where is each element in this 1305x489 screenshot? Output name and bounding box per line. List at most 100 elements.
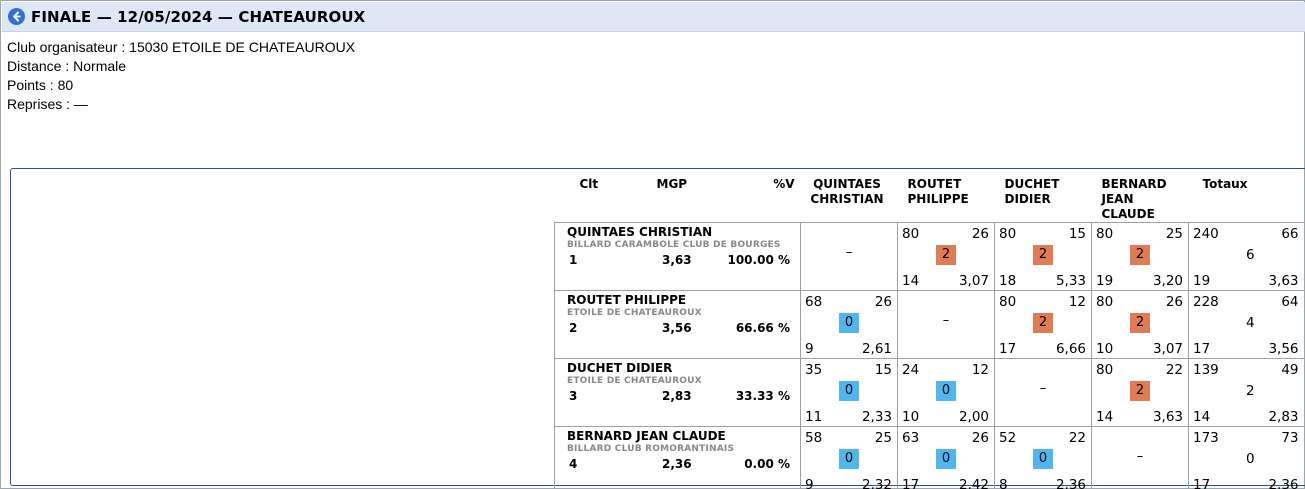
no-match-dash: –: [1039, 381, 1047, 396]
match-points: 24: [902, 362, 920, 378]
match-cell: 80 26 2 10 3,07: [1091, 290, 1189, 359]
player-win-pct: 33.33 %: [735, 389, 790, 403]
match-cell-self: –: [897, 290, 995, 359]
match-cell-self: –: [800, 222, 898, 291]
total-best-series: 64: [1281, 294, 1299, 310]
competition-info: Club organisateur : 15030 ETOILE DE CHAT…: [7, 38, 355, 114]
match-points: 80: [902, 226, 920, 242]
table-row: BERNARD JEAN CLAUDE BILLARD CLUB ROMORANT…: [554, 426, 1304, 489]
player-column-header: Clt MGP %V: [555, 173, 801, 223]
match-best-series: 22: [1068, 430, 1086, 446]
match-cell-self: –: [1091, 426, 1189, 489]
match-best-series: 12: [971, 362, 989, 378]
no-match-dash: –: [1136, 449, 1144, 464]
totals-cell: 228 64 4 17 3,56: [1188, 290, 1304, 359]
player-win-pct: 66.66 %: [735, 321, 790, 335]
player-club: BILLARD CARAMBOLE CLUB DE BOURGES: [567, 240, 781, 250]
header-row: Clt MGP %V QUINTAES CHRISTIAN ROUTET PHILI…: [555, 173, 1304, 223]
total-reprises: 14: [1193, 409, 1211, 425]
match-cell: 80 15 2 18 5,33: [994, 222, 1092, 291]
match-cell: 58 25 0 9 2,32: [800, 426, 898, 489]
match-cell: 24 12 0 10 2,00: [897, 358, 995, 427]
match-cell: 35 15 0 11 2,33: [800, 358, 898, 427]
total-match-points: 2: [1245, 383, 1255, 399]
match-cell-self: –: [994, 358, 1092, 427]
match-average: 2,42: [958, 477, 989, 489]
total-points: 139: [1193, 362, 1219, 378]
match-points: 52: [999, 430, 1017, 446]
table-row: ROUTET PHILIPPE ETOILE DE CHATEAUROUX 2 3,5…: [554, 290, 1304, 359]
match-best-series: 15: [1068, 226, 1086, 242]
match-points-badge: 2: [1033, 245, 1053, 265]
match-reprises: 9: [805, 341, 814, 357]
total-points: 240: [1193, 226, 1219, 242]
player-cell: ROUTET PHILIPPE ETOILE DE CHATEAUROUX 2 3,5…: [554, 290, 801, 359]
player-name: ROUTET PHILIPPE: [567, 293, 687, 307]
match-average: 3,07: [958, 273, 989, 289]
match-best-series: 15: [874, 362, 892, 378]
match-reprises: 8: [999, 477, 1008, 489]
match-average: 2,00: [958, 409, 989, 425]
match-average: 3,07: [1152, 341, 1183, 357]
match-points-badge: 2: [1033, 313, 1053, 333]
total-reprises: 17: [1193, 477, 1211, 489]
total-best-series: 66: [1281, 226, 1299, 242]
match-cell: 80 25 2 19 3,20: [1091, 222, 1189, 291]
match-average: 6,66: [1055, 341, 1086, 357]
player-cell: QUINTAES CHRISTIAN BILLARD CARAMBOLE CLUB…: [554, 222, 801, 291]
total-match-points: 0: [1245, 451, 1255, 467]
results-table: Clt MGP %V QUINTAES CHRISTIAN ROUTET PHILI…: [554, 173, 1304, 489]
totals-cell: 173 73 0 17 2,36: [1188, 426, 1304, 489]
match-points-badge: 2: [1130, 313, 1150, 333]
player-mgp: 3,56: [662, 321, 692, 335]
no-match-dash: –: [942, 313, 950, 328]
total-points: 173: [1193, 430, 1219, 446]
total-best-series: 73: [1281, 430, 1299, 446]
total-best-series: 49: [1281, 362, 1299, 378]
title-bar: FINALE — 12/05/2024 — CHATEAUROUX: [2, 2, 1305, 32]
player-cell: DUCHET DIDIER ETOILE DE CHATEAUROUX 3 2,83 3…: [554, 358, 801, 427]
total-average: 3,56: [1268, 341, 1299, 357]
match-points: 80: [999, 294, 1017, 310]
match-cell: 52 22 0 8 2,36: [994, 426, 1092, 489]
match-reprises: 9: [805, 477, 814, 489]
match-points-badge: 0: [839, 313, 859, 333]
back-arrow-icon[interactable]: [8, 8, 25, 25]
player-mgp: 3,63: [662, 253, 692, 267]
col-opponent-2: ROUTET PHILIPPE: [907, 177, 969, 206]
match-points-badge: 0: [936, 381, 956, 401]
match-reprises: 18: [999, 273, 1017, 289]
match-points: 68: [805, 294, 823, 310]
player-rank: 4: [569, 457, 578, 471]
match-reprises: 10: [1096, 341, 1114, 357]
match-points: 80: [1096, 362, 1114, 378]
player-name: BERNARD JEAN CLAUDE: [567, 429, 726, 443]
match-best-series: 26: [874, 294, 892, 310]
match-reprises: 14: [902, 273, 920, 289]
col-opponent-4: BERNARD JEAN CLAUDE: [1101, 177, 1167, 221]
distance: Distance : Normale: [7, 58, 127, 74]
match-best-series: 22: [1165, 362, 1183, 378]
col-clt: Clt: [579, 177, 599, 191]
player-club: BILLARD CLUB ROMORANTINAIS: [567, 444, 735, 454]
match-cell: 80 22 2 14 3,63: [1091, 358, 1189, 427]
player-win-pct: 100.00 %: [727, 253, 790, 267]
player-cell: BERNARD JEAN CLAUDE BILLARD CLUB ROMORANT…: [554, 426, 801, 489]
player-win-pct: 0.00 %: [744, 457, 790, 471]
total-average: 2,36: [1268, 477, 1299, 489]
total-match-points: 6: [1245, 247, 1255, 263]
col-opponent-1: QUINTAES CHRISTIAN: [810, 177, 884, 206]
total-average: 2,83: [1268, 409, 1299, 425]
total-reprises: 17: [1193, 341, 1211, 357]
match-reprises: 17: [999, 341, 1017, 357]
match-reprises: 10: [902, 409, 920, 425]
points: Points : 80: [7, 77, 74, 93]
match-best-series: 26: [1165, 294, 1183, 310]
col-opponent-3: DUCHET DIDIER: [1004, 177, 1060, 206]
total-average: 3,63: [1268, 273, 1299, 289]
player-mgp: 2,36: [662, 457, 692, 471]
total-match-points: 4: [1245, 315, 1255, 331]
player-club: ETOILE DE CHATEAUROUX: [567, 376, 702, 386]
match-average: 2,36: [1055, 477, 1086, 489]
match-reprises: 19: [1096, 273, 1114, 289]
